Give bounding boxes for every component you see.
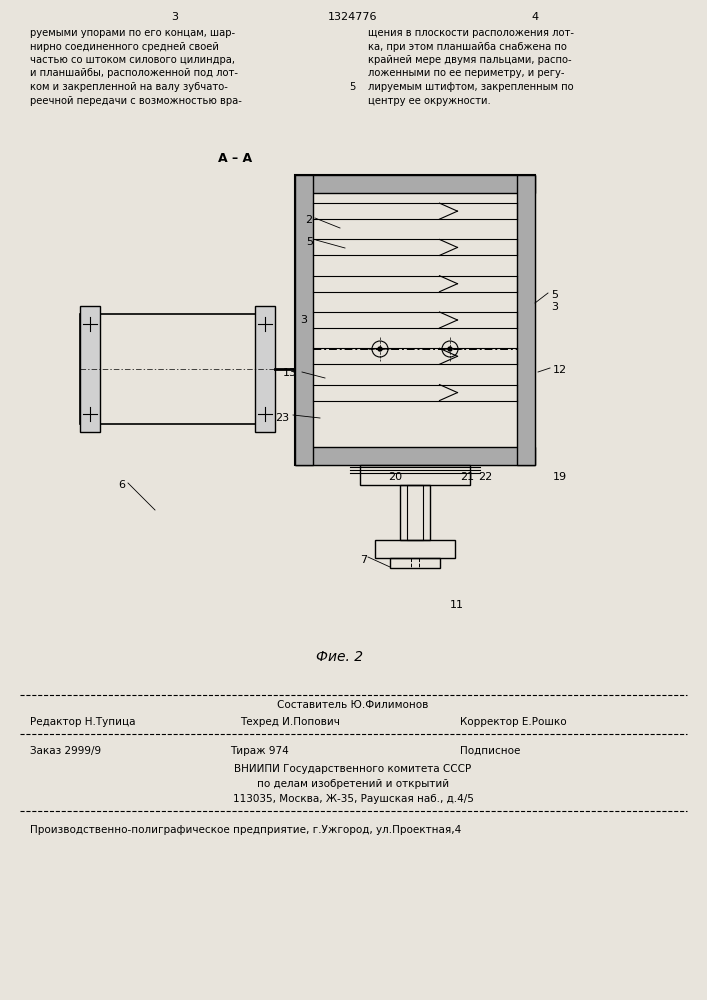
Bar — [360, 465, 470, 485]
Text: 4: 4 — [532, 12, 539, 22]
Text: Тираж 974: Тираж 974 — [230, 746, 288, 756]
Text: 20: 20 — [388, 472, 402, 482]
Text: 1324776: 1324776 — [328, 12, 378, 22]
Text: Техред И.Попович: Техред И.Попович — [240, 717, 340, 727]
Text: и планшайбы, расположенной под лот-: и планшайбы, расположенной под лот- — [30, 68, 238, 79]
Text: 13: 13 — [283, 368, 297, 378]
Text: 3: 3 — [172, 12, 178, 22]
Text: руемыми упорами по его концам, шар-: руемыми упорами по его концам, шар- — [30, 28, 235, 38]
Text: ВНИИПИ Государственного комитета СССР: ВНИИПИ Государственного комитета СССР — [235, 764, 472, 774]
Bar — [295, 175, 535, 465]
Text: 5: 5 — [349, 82, 355, 92]
Text: реечной передачи с возможностью вра-: реечной передачи с возможностью вра- — [30, 96, 242, 105]
Text: Производственно-полиграфическое предприятие, г.Ужгород, ул.Проектная,4: Производственно-полиграфическое предприя… — [30, 825, 461, 835]
Bar — [375, 540, 455, 558]
Text: 22: 22 — [478, 472, 492, 482]
Text: 21: 21 — [460, 472, 474, 482]
Bar — [80, 306, 100, 432]
Text: 3: 3 — [551, 302, 558, 312]
Text: щения в плоскости расположения лот-: щения в плоскости расположения лот- — [368, 28, 574, 38]
Bar — [390, 558, 440, 568]
Text: А – А: А – А — [218, 152, 252, 165]
Text: ка, при этом планшайба снабжена по: ка, при этом планшайба снабжена по — [368, 41, 567, 51]
Bar — [255, 306, 275, 432]
Bar — [295, 175, 535, 193]
Text: Фие. 2: Фие. 2 — [317, 650, 363, 664]
Text: ком и закрепленной на валу зубчато-: ком и закрепленной на валу зубчато- — [30, 82, 228, 92]
Text: Составитель Ю.Филимонов: Составитель Ю.Филимонов — [277, 700, 428, 710]
Text: лируемым штифтом, закрепленным по: лируемым штифтом, закрепленным по — [368, 82, 573, 92]
Text: Подписное: Подписное — [460, 746, 520, 756]
Text: 3: 3 — [300, 315, 307, 325]
Text: центру ее окружности.: центру ее окружности. — [368, 96, 491, 105]
Text: по делам изобретений и открытий: по делам изобретений и открытий — [257, 779, 449, 789]
Bar — [295, 447, 535, 465]
Text: 5: 5 — [551, 290, 558, 300]
Text: 19: 19 — [553, 472, 567, 482]
Text: 113035, Москва, Ж-35, Раушская наб., д.4/5: 113035, Москва, Ж-35, Раушская наб., д.4… — [233, 794, 474, 804]
Text: Корректор Е.Рошко: Корректор Е.Рошко — [460, 717, 566, 727]
Bar — [517, 175, 535, 465]
Text: 5: 5 — [306, 237, 313, 247]
Text: нирно соединенного средней своей: нирно соединенного средней своей — [30, 41, 219, 51]
Text: ложенными по ее периметру, и регу-: ложенными по ее периметру, и регу- — [368, 68, 564, 79]
Bar — [295, 175, 313, 465]
Text: Редактор Н.Тупица: Редактор Н.Тупица — [30, 717, 136, 727]
Bar — [80, 314, 275, 424]
Text: 23: 23 — [275, 413, 289, 423]
Circle shape — [448, 347, 452, 351]
Text: 11: 11 — [450, 600, 464, 610]
Text: крайней мере двумя пальцами, распо-: крайней мере двумя пальцами, распо- — [368, 55, 572, 65]
Text: 7: 7 — [360, 555, 367, 565]
Text: частью со штоком силового цилиндра,: частью со штоком силового цилиндра, — [30, 55, 235, 65]
Bar — [407, 485, 423, 540]
Text: 12: 12 — [553, 365, 567, 375]
Bar — [400, 485, 430, 540]
Text: 2: 2 — [305, 215, 312, 225]
Circle shape — [378, 347, 382, 351]
Text: 6: 6 — [118, 480, 125, 490]
Text: Заказ 2999/9: Заказ 2999/9 — [30, 746, 101, 756]
